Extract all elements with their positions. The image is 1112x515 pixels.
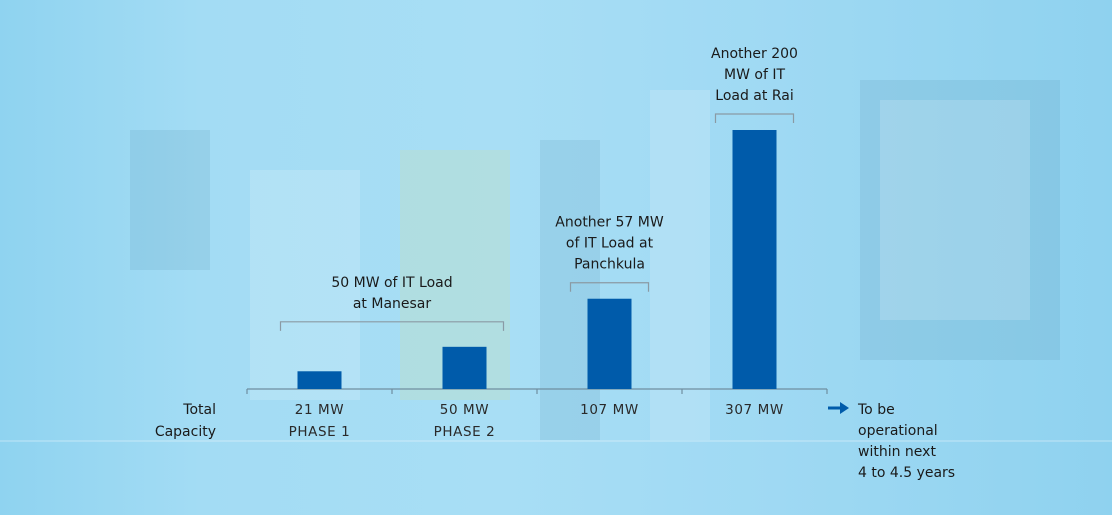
category-label: PHASE 1 bbox=[289, 424, 351, 440]
bar bbox=[297, 371, 342, 389]
bar bbox=[442, 346, 487, 389]
note-text: 4 to 4.5 years bbox=[858, 465, 955, 481]
category-label: PHASE 2 bbox=[434, 424, 496, 440]
bg-line bbox=[0, 440, 1112, 442]
annotation-text: Another 200 bbox=[711, 46, 798, 62]
bg-panel bbox=[880, 100, 1030, 320]
bg-panel bbox=[250, 170, 360, 400]
annotation-bracket bbox=[279, 321, 505, 331]
note-text: operational bbox=[858, 423, 938, 439]
bar bbox=[732, 130, 777, 389]
annotation-text: at Manesar bbox=[353, 296, 432, 312]
annotation-text: Load at Rai bbox=[715, 88, 793, 104]
bg-panel bbox=[860, 80, 1060, 360]
bar bbox=[587, 298, 632, 389]
value-label: 21 MW bbox=[295, 402, 344, 418]
bg-panel bbox=[650, 90, 710, 440]
value-label: 50 MW bbox=[440, 402, 489, 418]
row-label: Capacity bbox=[155, 424, 216, 440]
annotation-text: Panchkula bbox=[574, 257, 645, 273]
value-label: 307 MW bbox=[725, 402, 784, 418]
note-text: To be bbox=[857, 402, 895, 418]
value-label: 107 MW bbox=[580, 402, 639, 418]
annotation-text: 50 MW of IT Load bbox=[331, 275, 452, 291]
row-label: Total bbox=[182, 402, 216, 418]
arrow-icon bbox=[840, 402, 849, 414]
note-text: within next bbox=[858, 444, 936, 460]
bg-panel bbox=[130, 130, 210, 270]
annotation-bracket bbox=[569, 282, 650, 292]
annotation-text: of IT Load at bbox=[566, 236, 654, 252]
annotation-bracket bbox=[714, 113, 795, 123]
annotation-text: Another 57 MW bbox=[555, 215, 664, 231]
annotation-text: MW of IT bbox=[724, 67, 785, 83]
